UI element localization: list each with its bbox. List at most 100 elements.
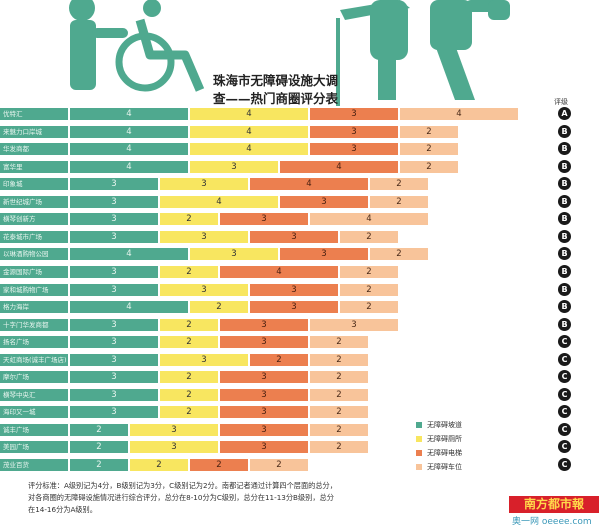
- bar-elevator: 3: [220, 371, 308, 384]
- legend-label: 无障碍车位: [427, 463, 462, 471]
- bar-toilet: 2: [130, 459, 188, 471]
- bar-ramp: 3: [70, 283, 158, 296]
- bar-parking: 2: [310, 371, 368, 384]
- rating-badge: C: [558, 440, 571, 454]
- legend: 无障碍坡道 无障碍厕所 无障碍电梯 无障碍车位: [416, 418, 462, 474]
- bar-elevator: 3: [220, 441, 308, 454]
- elderly-walkers-icon: [336, 0, 510, 106]
- rating-badge: B: [558, 264, 571, 278]
- bar-elevator: 3: [310, 143, 398, 156]
- bar-toilet: 4: [190, 125, 308, 138]
- rating-badge: B: [558, 300, 571, 314]
- bar-elevator: 3: [220, 388, 308, 401]
- bar-ramp: 4: [70, 108, 188, 120]
- rating-badge: C: [558, 370, 571, 384]
- rating-badge: C: [558, 352, 571, 366]
- store-label: 家和城购物广场: [0, 283, 68, 296]
- bar-ramp: 3: [70, 213, 158, 226]
- rating-badge: B: [558, 142, 571, 156]
- bar-parking: 2: [370, 178, 428, 191]
- bar-ramp: 4: [70, 301, 188, 314]
- store-label: 印象城: [0, 178, 68, 191]
- bar-ramp: 3: [70, 371, 158, 384]
- bar-ramp: 4: [70, 125, 188, 138]
- site-watermark: 奥一网 oeeee.com: [512, 517, 592, 527]
- bar-toilet: 3: [130, 423, 218, 436]
- store-label: 横琴中央汇: [0, 388, 68, 401]
- bar-parking: 2: [250, 459, 308, 471]
- bar-elevator: 4: [220, 265, 338, 278]
- bar-ramp: 4: [70, 248, 188, 261]
- newspaper-logo: 南方都市報: [509, 496, 599, 513]
- rating-badge: B: [558, 124, 571, 138]
- store-label: 优特汇: [0, 108, 68, 120]
- bar-elevator: 4: [250, 178, 368, 191]
- bar-parking: 2: [340, 265, 398, 278]
- bar-toilet: 2: [160, 265, 218, 278]
- bar-parking: 2: [400, 125, 458, 138]
- bar-ramp: 3: [70, 230, 158, 243]
- bar-parking: 2: [310, 406, 368, 419]
- wheelchair-pusher-icon: [69, 0, 128, 90]
- bar-ramp: 3: [70, 388, 158, 401]
- store-label: 来魅力口岸城: [0, 125, 68, 138]
- bar-toilet: 2: [190, 301, 248, 314]
- bar-elevator: 3: [220, 318, 308, 331]
- store-label: 美园广场: [0, 441, 68, 454]
- bar-toilet: 2: [160, 213, 218, 226]
- title-line-2: 查——热门商圈评分表: [213, 91, 339, 106]
- bar-parking: 2: [400, 160, 458, 173]
- bar-parking: 2: [370, 248, 428, 261]
- bar-toilet: 2: [160, 406, 218, 419]
- store-label: 花泰城市广场: [0, 230, 68, 243]
- bar-parking: 2: [310, 388, 368, 401]
- chart-title: 珠海市无障碍设施大调 查——热门商圈评分表: [213, 72, 338, 108]
- bar-toilet: 3: [130, 441, 218, 454]
- bar-elevator: 3: [220, 406, 308, 419]
- legend-item-ramp: 无障碍坡道: [416, 418, 462, 432]
- bar-elevator: 3: [280, 248, 368, 261]
- bar-elevator: 4: [280, 160, 398, 173]
- store-label: 诚丰广场: [0, 423, 68, 436]
- bar-elevator: 2: [250, 353, 308, 366]
- bar-toilet: 4: [190, 143, 308, 156]
- rating-column-header: 评级: [554, 98, 568, 106]
- legend-item-elevator: 无障碍电梯: [416, 446, 462, 460]
- rating-badge: B: [558, 229, 571, 243]
- bar-parking: 3: [310, 318, 398, 331]
- bar-toilet: 4: [160, 195, 278, 208]
- bar-parking: 2: [370, 195, 428, 208]
- bar-parking: 2: [310, 353, 368, 366]
- bar-elevator: 3: [310, 125, 398, 138]
- rating-badge: C: [558, 335, 571, 349]
- store-label: 华发商都: [0, 143, 68, 156]
- rating-badge: C: [558, 405, 571, 419]
- rating-badge: C: [558, 422, 571, 436]
- bar-ramp: 2: [70, 459, 128, 471]
- bar-toilet: 3: [160, 353, 248, 366]
- bar-ramp: 3: [70, 318, 158, 331]
- bar-ramp: 3: [70, 336, 158, 349]
- legend-label: 无障碍电梯: [427, 449, 462, 457]
- bar-ramp: 2: [70, 441, 128, 454]
- bar-ramp: 4: [70, 143, 188, 156]
- bar-toilet: 3: [190, 248, 278, 261]
- bar-ramp: 4: [70, 160, 188, 173]
- bar-ramp: 3: [70, 353, 158, 366]
- rating-badge: A: [558, 107, 571, 120]
- store-label: 以琳酒购物公园: [0, 248, 68, 261]
- store-label: 金源国际广场: [0, 265, 68, 278]
- bar-toilet: 2: [160, 371, 218, 384]
- bar-ramp: 3: [70, 406, 158, 419]
- bar-ramp: 3: [70, 265, 158, 278]
- bar-parking: 2: [340, 283, 398, 296]
- title-line-1: 珠海市无障碍设施大调: [213, 73, 339, 88]
- bar-ramp: 3: [70, 195, 158, 208]
- rating-badge: B: [558, 247, 571, 261]
- bar-parking: 2: [310, 441, 368, 454]
- store-label: 横琴创新方: [0, 213, 68, 226]
- bar-toilet: 3: [160, 283, 248, 296]
- rating-badge: C: [558, 387, 571, 401]
- bar-toilet: 2: [160, 388, 218, 401]
